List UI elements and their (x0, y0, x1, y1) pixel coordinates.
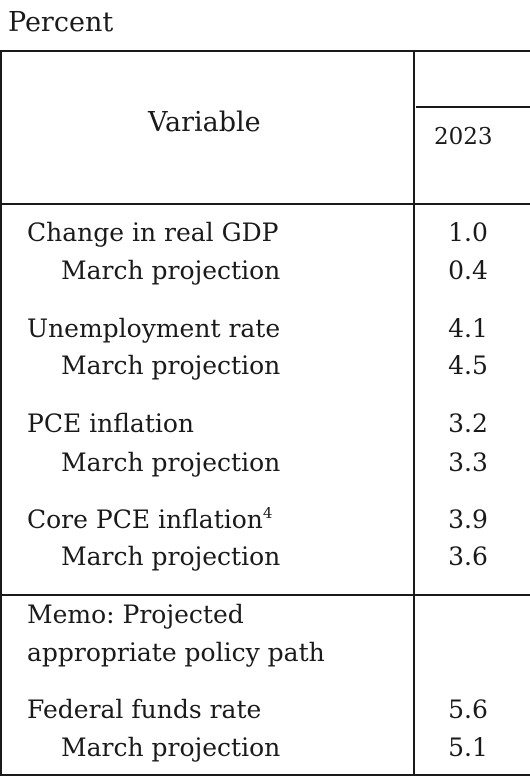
header-bottom-rule (0, 203, 530, 205)
row-value: 5.6 (448, 695, 488, 724)
table-row: PCE inflation 3.2 (0, 405, 530, 443)
table-row: March projection 0.4 (0, 252, 530, 290)
row-label: Unemployment rate (27, 314, 281, 343)
table-row: Memo: Projected (0, 596, 530, 634)
memo-heading-line-1: Memo: Projected (27, 600, 244, 629)
memo-separator-rule (0, 594, 530, 596)
row-label: Federal funds rate (27, 695, 262, 724)
variable-column-header: Variable (148, 107, 261, 138)
row-value: 3.2 (448, 409, 488, 438)
table-top-rule (0, 50, 530, 52)
row-label: PCE inflation (27, 409, 195, 438)
year-column-header: 2023 (434, 124, 493, 150)
row-label: Core PCE inflation4 (27, 504, 273, 534)
table-row: Core PCE inflation4 3.9 (0, 501, 530, 539)
table-row: Change in real GDP 1.0 (0, 214, 530, 252)
row-value: 5.1 (448, 733, 488, 762)
row-label: March projection (61, 448, 281, 477)
row-value: 3.3 (448, 448, 488, 477)
year-header-rule (416, 106, 530, 108)
table-row: March projection 4.5 (0, 347, 530, 385)
row-value: 4.5 (448, 351, 488, 380)
table-caption: Percent (8, 7, 114, 38)
table-row: appropriate policy path (0, 634, 530, 672)
row-label: March projection (61, 351, 281, 380)
column-left-border (0, 50, 2, 776)
row-value: 1.0 (448, 218, 488, 247)
row-value: 0.4 (448, 256, 488, 285)
row-label: Change in real GDP (27, 218, 279, 247)
row-value: 3.6 (448, 542, 488, 571)
row-label: March projection (61, 733, 281, 762)
table-row: March projection 3.3 (0, 444, 530, 482)
row-label: March projection (61, 256, 281, 285)
table-row: March projection 5.1 (0, 729, 530, 767)
table-row: Federal funds rate 5.6 (0, 691, 530, 729)
footnote-marker: 4 (262, 504, 273, 522)
row-value: 3.9 (448, 505, 488, 534)
row-label: March projection (61, 542, 281, 571)
table-row: March projection 3.6 (0, 538, 530, 576)
column-divider (413, 50, 415, 776)
table-bottom-rule (0, 774, 530, 776)
row-value: 4.1 (448, 314, 488, 343)
table-row: Unemployment rate 4.1 (0, 310, 530, 348)
memo-heading-line-2: appropriate policy path (27, 638, 325, 667)
